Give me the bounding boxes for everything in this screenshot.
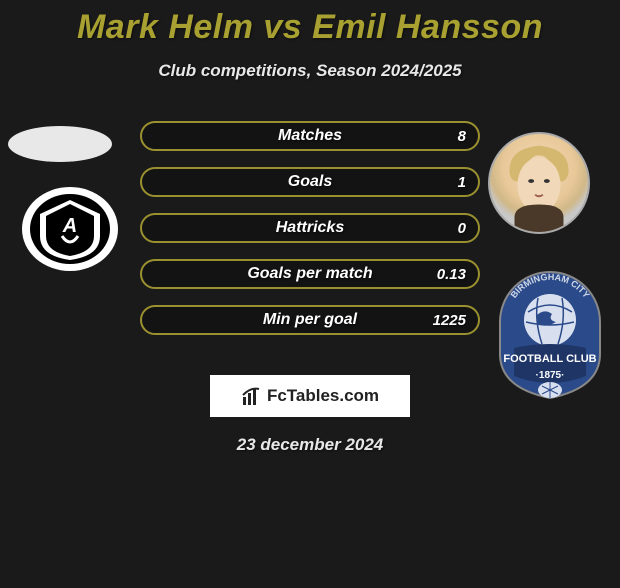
stat-label: Matches xyxy=(142,127,478,145)
stat-row: Goals 1 xyxy=(140,167,480,197)
stat-row: Hattricks 0 xyxy=(140,213,480,243)
stat-right-value: 1 xyxy=(458,174,466,191)
svg-text:A: A xyxy=(62,215,77,237)
comparison-subtitle: Club competitions, Season 2024/2025 xyxy=(0,61,620,81)
chart-icon xyxy=(241,385,263,407)
club-left-crest: A xyxy=(20,186,120,272)
stat-label: Min per goal xyxy=(142,311,478,329)
player-left-avatar xyxy=(8,126,112,162)
stat-label: Goals xyxy=(142,173,478,191)
club-right-crest: BIRMINGHAM CITY FOOTBALL CLUB ·1875· xyxy=(498,268,602,400)
player-right-avatar xyxy=(488,132,590,234)
comparison-date: 23 december 2024 xyxy=(0,435,620,455)
stat-row: Goals per match 0.13 xyxy=(140,259,480,289)
stat-row: Matches 8 xyxy=(140,121,480,151)
club-right-year: ·1875· xyxy=(536,370,565,381)
site-logo-text: FcTables.com xyxy=(267,386,379,406)
stat-label: Goals per match xyxy=(142,265,478,283)
stat-right-value: 0 xyxy=(458,220,466,237)
stat-right-value: 0.13 xyxy=(437,266,466,283)
stat-right-value: 1225 xyxy=(433,312,466,329)
comparison-title: Mark Helm vs Emil Hansson xyxy=(0,8,620,47)
site-logo: FcTables.com xyxy=(210,375,410,417)
club-right-name-mid: FOOTBALL CLUB xyxy=(503,353,596,365)
stat-right-value: 8 xyxy=(458,128,466,145)
stat-row: Min per goal 1225 xyxy=(140,305,480,335)
stat-label: Hattricks xyxy=(142,219,478,237)
